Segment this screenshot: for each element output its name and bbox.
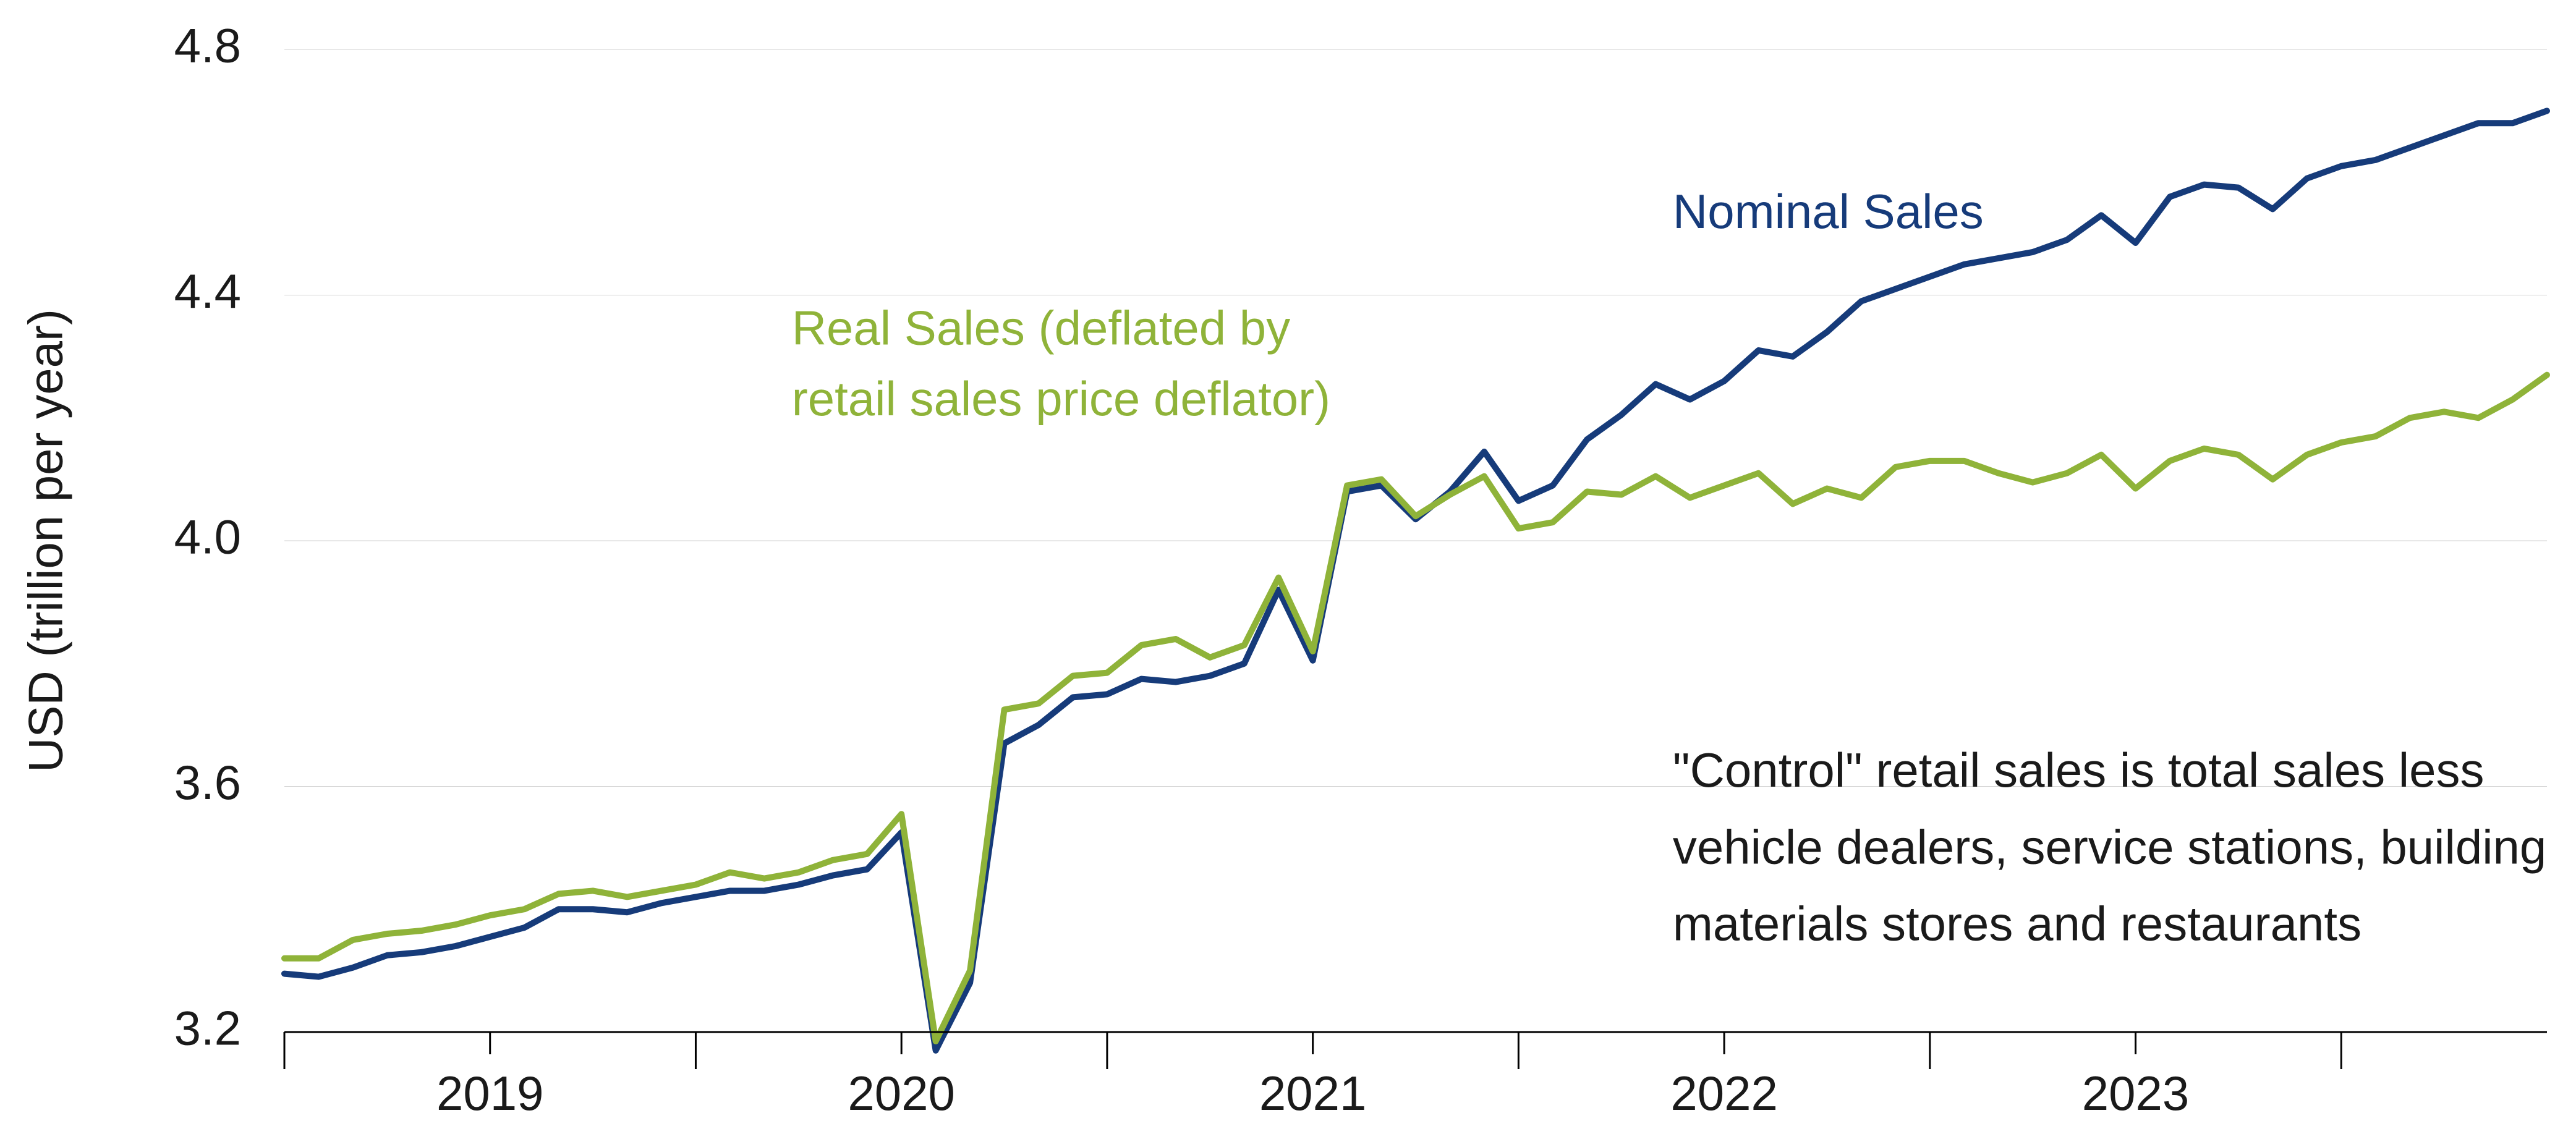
x-tick-label: 2022: [1670, 1066, 1778, 1120]
annotation-real-label-line2: retail sales price deflator): [792, 371, 1330, 426]
y-tick-label: 3.6: [174, 755, 241, 810]
annotation-note-line2: vehicle dealers, service stations, build…: [1673, 819, 2546, 874]
annotation-real-label-line1: Real Sales (deflated by: [792, 301, 1290, 355]
annotation-nominal-label: Nominal Sales: [1673, 184, 1984, 239]
y-tick-label: 4.8: [174, 19, 241, 73]
y-axis-label: USD (trillion per year): [19, 309, 73, 772]
annotation-note-line1: "Control" retail sales is total sales le…: [1673, 743, 2485, 797]
y-tick-label: 4.0: [174, 510, 241, 564]
annotation-note-line3: materials stores and restaurants: [1673, 897, 2361, 951]
retail-sales-line-chart: 3.2 3.6 4.0 4.4 4.8 USD (trillion per year) 20…: [0, 0, 2576, 1134]
y-tick-label: 4.4: [174, 264, 241, 318]
x-tick-label: 2021: [1259, 1066, 1367, 1120]
x-tick-label: 2019: [436, 1066, 544, 1120]
x-tick-label: 2023: [2082, 1066, 2190, 1120]
y-tick-label: 3.2: [174, 1001, 241, 1056]
x-tick-label: 2020: [848, 1066, 955, 1120]
